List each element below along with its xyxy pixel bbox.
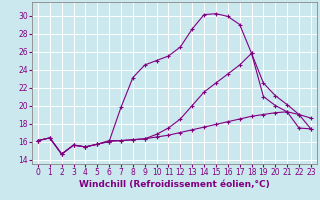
- X-axis label: Windchill (Refroidissement éolien,°C): Windchill (Refroidissement éolien,°C): [79, 180, 270, 189]
